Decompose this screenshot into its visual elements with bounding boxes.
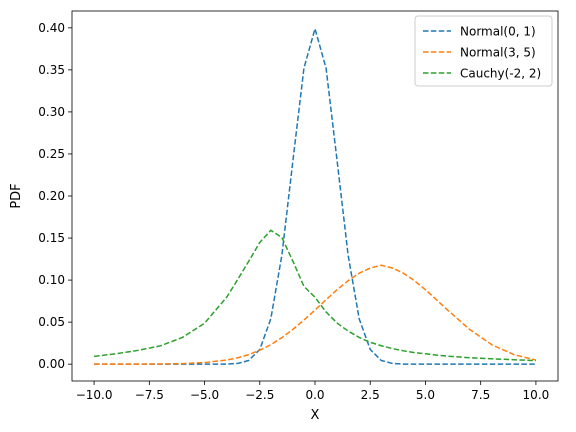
plot-frame <box>71 10 559 382</box>
x-tick-label: −10.0 <box>76 388 113 402</box>
x-tick-label: 10.0 <box>523 388 550 402</box>
x-tick-label: 5.0 <box>416 388 435 402</box>
x-axis: −10.0 −7.5 −5.0 −2.5 0.0 2.5 5.0 7.5 10.0 <box>76 381 550 402</box>
x-tick-label: −7.5 <box>135 388 164 402</box>
legend-box <box>414 15 553 87</box>
x-tick-label: −5.0 <box>190 388 219 402</box>
x-tick-label: 0.0 <box>305 388 324 402</box>
legend-label: Normal(0, 1) <box>460 25 536 39</box>
x-axis-label: X <box>311 408 320 423</box>
y-tick-label: 0.30 <box>38 105 65 119</box>
y-tick-label: 0.35 <box>38 63 65 77</box>
y-axis: 0.00 0.05 0.10 0.15 0.20 0.25 0.30 0.35 0.40 <box>38 21 72 371</box>
y-tick-label: 0.00 <box>38 357 65 371</box>
y-tick-label: 0.05 <box>38 315 65 329</box>
series-line-2 <box>94 264 537 365</box>
y-tick-label: 0.25 <box>38 147 65 161</box>
x-tick-label: −2.5 <box>245 388 274 402</box>
y-axis-label: PDF <box>9 183 24 208</box>
x-tick-label: 2.5 <box>361 388 380 402</box>
y-tick-label: 0.10 <box>38 273 65 287</box>
legend-label: Cauchy(-2, 2) <box>460 67 541 81</box>
x-tick-label: 7.5 <box>471 388 490 402</box>
legend: Normal(0, 1) Normal(3, 5) Cauchy(-2, 2) <box>414 15 553 87</box>
y-tick-label: 0.40 <box>38 21 65 35</box>
series-line-3 <box>94 229 536 362</box>
y-tick-label: 0.20 <box>38 189 65 203</box>
series-line-1 <box>94 27 536 365</box>
plot-lines <box>94 27 537 365</box>
legend-label: Normal(3, 5) <box>460 46 536 60</box>
y-tick-label: 0.15 <box>38 231 65 245</box>
